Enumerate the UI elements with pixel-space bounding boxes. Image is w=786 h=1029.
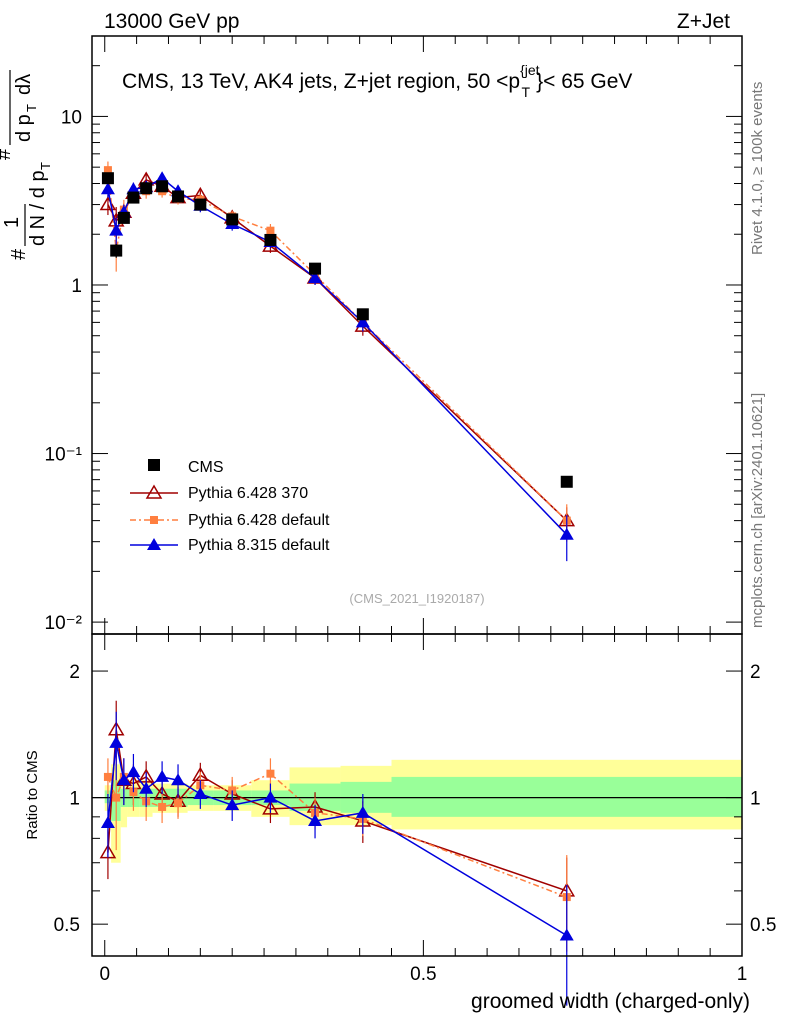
- main-ylabel: # 1 d N / d p T # d 2 N d p T dλ: [0, 70, 53, 260]
- ylabel-sub-t2: T: [24, 104, 39, 112]
- ylabel-dn: d N / d p: [27, 170, 49, 246]
- ratio-point-p6_def: [174, 799, 183, 808]
- header-left: 13000 GeV pp: [104, 10, 239, 33]
- header-right: Z+Jet: [677, 10, 730, 33]
- ratio-y-tick-label-right: 1: [750, 789, 761, 810]
- main-point-cms: [309, 262, 322, 275]
- band-inner-bin: [391, 776, 742, 817]
- main-y-tick-label: 10⁻¹: [45, 445, 83, 466]
- main-y-tick-label: 10⁻²: [45, 613, 83, 634]
- ratio-point-p8: [116, 773, 131, 786]
- main-point-cms: [110, 244, 123, 257]
- ratio-point-p6_def: [266, 769, 275, 778]
- ratio-panel-frame: [91, 633, 743, 957]
- main-y-tick-label: 10: [61, 107, 82, 128]
- ratio-point-p8: [355, 805, 370, 818]
- ylabel-sub-t1: T: [38, 162, 53, 170]
- ratio-y-tick-label: 1: [69, 789, 80, 810]
- main-point-cms: [117, 211, 130, 224]
- main-point-cms: [356, 308, 369, 321]
- ratio-point-p6_370: [262, 800, 279, 815]
- ratio-point-p6_def: [103, 772, 112, 781]
- ratio-point-p8: [308, 813, 323, 826]
- legend-label-p6-def: Pythia 6.428 default: [188, 512, 330, 529]
- ratio-point-p6_def: [112, 793, 121, 802]
- x-tick-label: 1: [737, 964, 748, 985]
- side-text-mcplots: mcplots.cern.ch [arXiv:2401.10621]: [749, 393, 766, 628]
- ratio-point-p8: [139, 781, 154, 794]
- main-title-sub: T: [522, 84, 531, 100]
- x-tick-label: 0.5: [410, 964, 436, 985]
- main-point-p6_def: [266, 226, 275, 235]
- ratio-ylabel: Ratio to CMS: [24, 750, 41, 839]
- ylabel-hash-1: #: [8, 248, 30, 260]
- legend: CMS Pythia 6.428 370 Pythia 6.428 defaul…: [130, 459, 330, 554]
- main-point-p8: [109, 223, 124, 236]
- main-point-p6_def: [103, 166, 112, 175]
- side-text-rivet: Rivet 4.1.0, ≥ 100k events: [749, 82, 766, 255]
- main-point-p8: [126, 182, 141, 195]
- legend-marker-p6-370: [145, 484, 163, 499]
- main-point-cms: [156, 180, 169, 193]
- ratio-point-p8: [193, 786, 208, 799]
- ratio-point-p8: [100, 816, 115, 829]
- ylabel-one: 1: [1, 217, 23, 228]
- ratio-y-tick-label: 2: [69, 662, 80, 683]
- main-y-tick-label: 1: [71, 276, 82, 297]
- main-point-p8: [155, 171, 170, 184]
- main-point-cms: [194, 198, 207, 211]
- main-panel-background: [92, 36, 742, 634]
- main-title-main: CMS, 13 TeV, AK4 jets, Z+jet region, 50 …: [122, 70, 520, 93]
- ratio-point-p8: [559, 928, 574, 941]
- main-point-cms: [560, 475, 573, 488]
- legend-label-p8: Pythia 8.315 default: [188, 537, 330, 554]
- watermark: (CMS_2021_I1920187): [349, 591, 484, 606]
- main-point-cms: [140, 182, 153, 195]
- main-point-cms: [101, 172, 114, 185]
- legend-marker-p8: [147, 538, 161, 550]
- legend-label-cms: CMS: [188, 459, 224, 476]
- ratio-point-p8: [171, 773, 186, 786]
- main-point-cms: [172, 190, 185, 203]
- main-panel: 10⁻² 10⁻¹ 1 10 CMS, 13 TeV, AK4 jets, Z+jet…: [0, 35, 743, 635]
- ratio-point-p8: [263, 790, 278, 803]
- ylabel-dlambda: dλ: [13, 74, 35, 95]
- main-point-p8: [559, 527, 574, 540]
- ratio-y-tick-label: 0.5: [54, 915, 80, 936]
- ylabel-hash-2: #: [0, 148, 15, 160]
- ratio-point-p8: [126, 765, 141, 778]
- legend-label-p6-370: Pythia 6.428 370: [188, 485, 308, 502]
- main-point-cms: [264, 233, 277, 246]
- main-title: CMS, 13 TeV, AK4 jets, Z+jet region, 50 …: [122, 62, 632, 100]
- legend-marker-cms: [148, 459, 160, 471]
- x-axis-label: groomed width (charged-only): [471, 990, 750, 1013]
- main-point-cms: [127, 191, 140, 204]
- main-point-p8: [308, 271, 323, 284]
- x-tick-label: 0: [99, 964, 110, 985]
- legend-marker-p6-def: [150, 516, 158, 524]
- ylabel-n: N: [0, 96, 5, 110]
- ratio-panel: 0 0.5 1 0.5 0.5 1 1 2 2 Ratio to CMS groomed wid…: [24, 633, 776, 1013]
- main-title-tail: }< 65 GeV: [536, 70, 632, 93]
- main-point-p8: [355, 315, 370, 328]
- ratio-y-tick-label-right: 2: [750, 662, 761, 683]
- ylabel-dsq: d: [0, 119, 5, 130]
- ylabel-dpt: d p: [13, 114, 35, 142]
- main-title-sup: {jet: [520, 62, 540, 78]
- main-point-p8: [100, 182, 115, 195]
- ratio-point-p6_def: [158, 802, 167, 811]
- ratio-y-tick-label-right: 0.5: [750, 915, 776, 936]
- ratio-point-p8: [155, 769, 170, 782]
- ratio-point-p8: [225, 798, 240, 811]
- ratio-point-p8: [109, 735, 124, 748]
- main-point-cms: [226, 213, 239, 226]
